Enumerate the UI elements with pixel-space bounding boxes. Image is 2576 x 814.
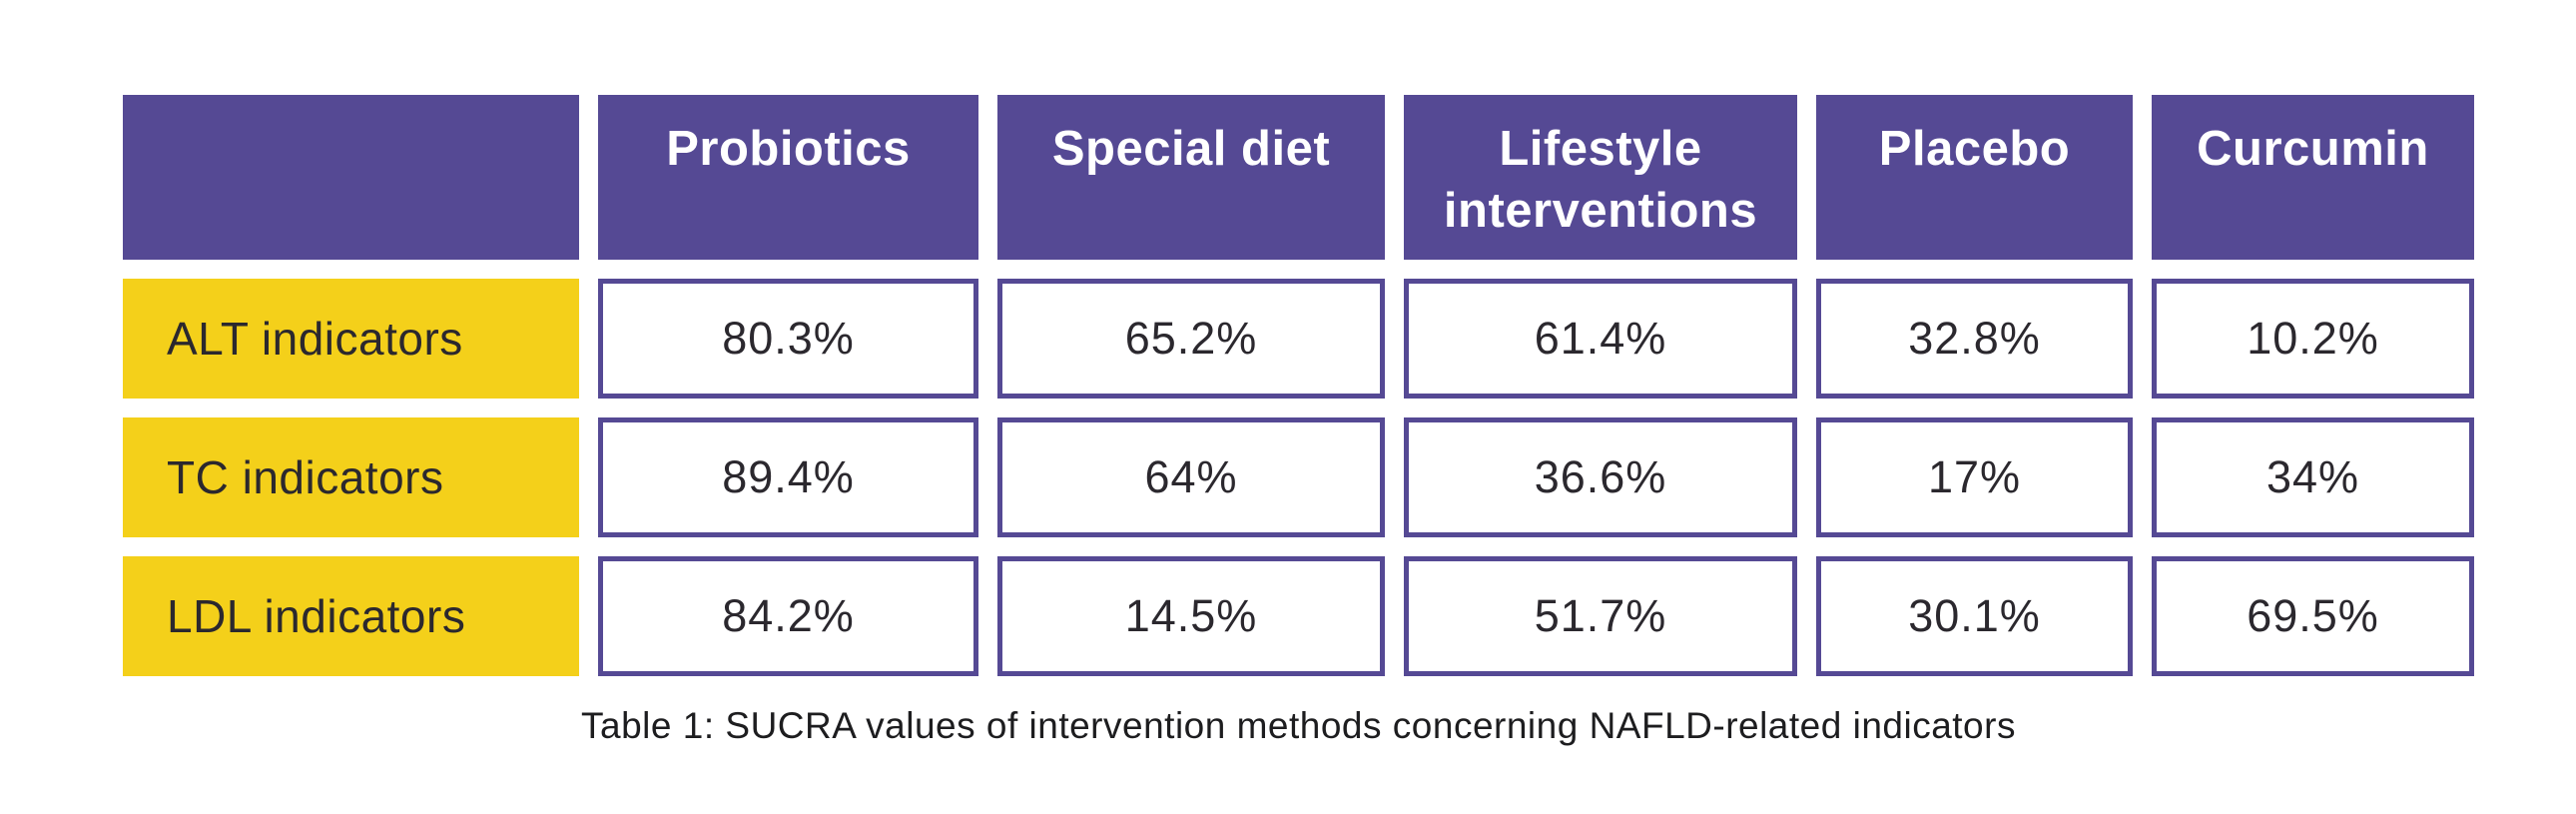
- row-label-alt: ALT indicators: [123, 279, 579, 399]
- cell-alt-placebo: 32.8%: [1816, 279, 2133, 399]
- cell-alt-probiotics: 80.3%: [598, 279, 978, 399]
- row-label-tc: TC indicators: [123, 417, 579, 537]
- cell-tc-placebo: 17%: [1816, 417, 2133, 537]
- cell-alt-special-diet: 65.2%: [997, 279, 1385, 399]
- cell-tc-lifestyle: 36.6%: [1404, 417, 1797, 537]
- cell-alt-lifestyle: 61.4%: [1404, 279, 1797, 399]
- cell-ldl-probiotics: 84.2%: [598, 556, 978, 676]
- cell-tc-curcumin: 34%: [2152, 417, 2474, 537]
- header-cell-special-diet: Special diet: [997, 95, 1385, 260]
- table-caption: Table 1: SUCRA values of intervention me…: [581, 705, 2016, 746]
- cell-ldl-special-diet: 14.5%: [997, 556, 1385, 676]
- cell-alt-curcumin: 10.2%: [2152, 279, 2474, 399]
- header-cell-placebo: Placebo: [1816, 95, 2133, 260]
- sucra-table: Probiotics Special diet Lifestyle interv…: [123, 95, 2474, 676]
- cell-tc-special-diet: 64%: [997, 417, 1385, 537]
- header-cell-curcumin: Curcumin: [2152, 95, 2474, 260]
- header-cell-empty: [123, 95, 579, 260]
- cell-ldl-placebo: 30.1%: [1816, 556, 2133, 676]
- cell-ldl-curcumin: 69.5%: [2152, 556, 2474, 676]
- header-cell-probiotics: Probiotics: [598, 95, 978, 260]
- header-cell-lifestyle-interventions: Lifestyle interventions: [1404, 95, 1797, 260]
- row-label-ldl: LDL indicators: [123, 556, 579, 676]
- cell-ldl-lifestyle: 51.7%: [1404, 556, 1797, 676]
- cell-tc-probiotics: 89.4%: [598, 417, 978, 537]
